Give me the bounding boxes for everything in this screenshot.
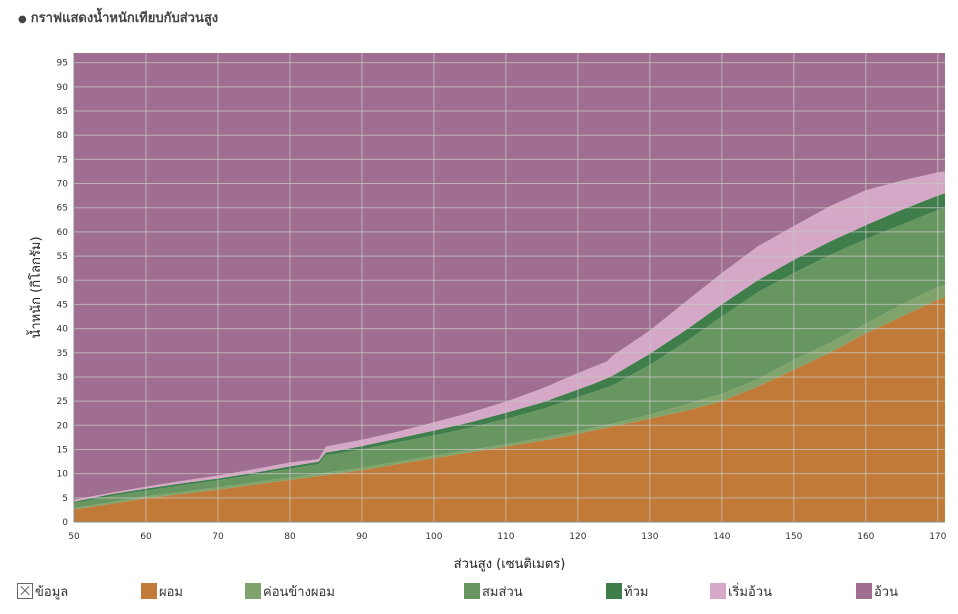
x-tick-label: 160 [857,532,874,542]
axes [73,53,945,523]
x-tick-label: 150 [785,532,802,542]
y-tick-label: 5 [62,494,68,504]
y-tick-label: 45 [57,300,68,310]
x-tick-label: 50 [68,532,80,542]
legend: ข้อมูล ผอม ค่อนข้างผอม สมส่วน ท้วม เริ่มอ้วน อ… [0,581,958,603]
x-tick-label: 140 [713,532,730,542]
x-tick-labels: 50 60 70 80 90 100 110 120 130 140 150 160 170 [68,532,946,542]
area-5 [74,171,945,502]
legend-label: ข้อมูล [35,584,69,600]
area-3 [74,207,945,508]
area-6 [74,53,945,500]
legend-label: ท้วม [624,584,649,600]
x-tick-label: 80 [284,532,296,542]
x-tick-label: 170 [929,532,946,542]
legend-label: อ้วน [874,584,898,600]
x-tick-label: 60 [140,532,152,542]
legend-swatch [141,583,157,599]
y-axis-label: น้ำหนัก (กิโลกรัม) [26,236,44,338]
y-tick-labels: 0 5 10 15 20 25 30 35 40 45 50 55 60 65 70 75 80 85 90 95 [57,59,69,528]
x-tick-label: 70 [212,532,224,542]
x-tick-label: 120 [569,532,586,542]
title-bullet: ● [18,14,27,25]
legend-swatch [464,583,480,599]
page-title: ● กราฟแสดงน้ำหนักเทียบกับส่วนสูง [18,7,218,28]
y-tick-label: 30 [57,373,69,383]
y-tick-label: 95 [57,59,68,69]
legend-label: เริ่มอ้วน [728,584,772,600]
area-layers [74,53,945,522]
legend-item-4[interactable]: สมส่วน [464,581,523,601]
legend-item-5[interactable]: ท้วม [606,581,648,601]
legend-label: ผอม [159,584,183,600]
y-tick-label: 40 [57,325,69,335]
y-tick-label: 25 [57,397,68,407]
legend-item-2[interactable]: ผอม [141,581,183,601]
legend-swatch [606,583,622,599]
y-tick-label: 20 [57,421,69,431]
y-tick-label: 0 [62,518,68,528]
legend-swatch [710,583,726,599]
y-tick-label: 35 [57,349,68,359]
y-tick-label: 55 [57,252,68,262]
legend-item-7[interactable]: อ้วน [856,581,898,601]
y-tick-label: 85 [57,107,68,117]
legend-swatch [856,583,872,599]
x-tick-label: 110 [497,532,514,542]
area-1 [74,297,945,522]
y-tick-label: 65 [57,204,68,214]
y-tick-label: 90 [57,83,69,93]
y-tick-label: 10 [57,470,69,480]
y-tick-label: 60 [57,228,69,238]
legend-swatch [245,583,261,599]
x-tick-label: 100 [425,532,442,542]
y-tick-label: 50 [57,276,69,286]
legend-label: ค่อนข้างผอม [263,584,335,600]
y-tick-label: 70 [57,180,69,190]
x-axis-label: ส่วนสูง (เซนติเมตร) [454,557,566,572]
x-tick-label: 130 [641,532,658,542]
weight-height-chart: 50 60 70 80 90 100 110 120 130 140 150 160 170 0 5 10 1… [26,53,947,572]
y-tick-label: 80 [57,131,69,141]
checkbox-icon [17,583,33,599]
x-tick-label: 90 [356,532,368,542]
legend-item-1[interactable]: ข้อมูล [17,581,68,601]
title-text: กราฟแสดงน้ำหนักเทียบกับส่วนสูง [30,11,219,26]
legend-item-3[interactable]: ค่อนข้างผอม [245,581,335,601]
y-tick-label: 75 [57,155,68,165]
y-tick-label: 15 [57,445,68,455]
legend-label: สมส่วน [482,584,523,600]
legend-item-6[interactable]: เริ่มอ้วน [710,581,772,601]
